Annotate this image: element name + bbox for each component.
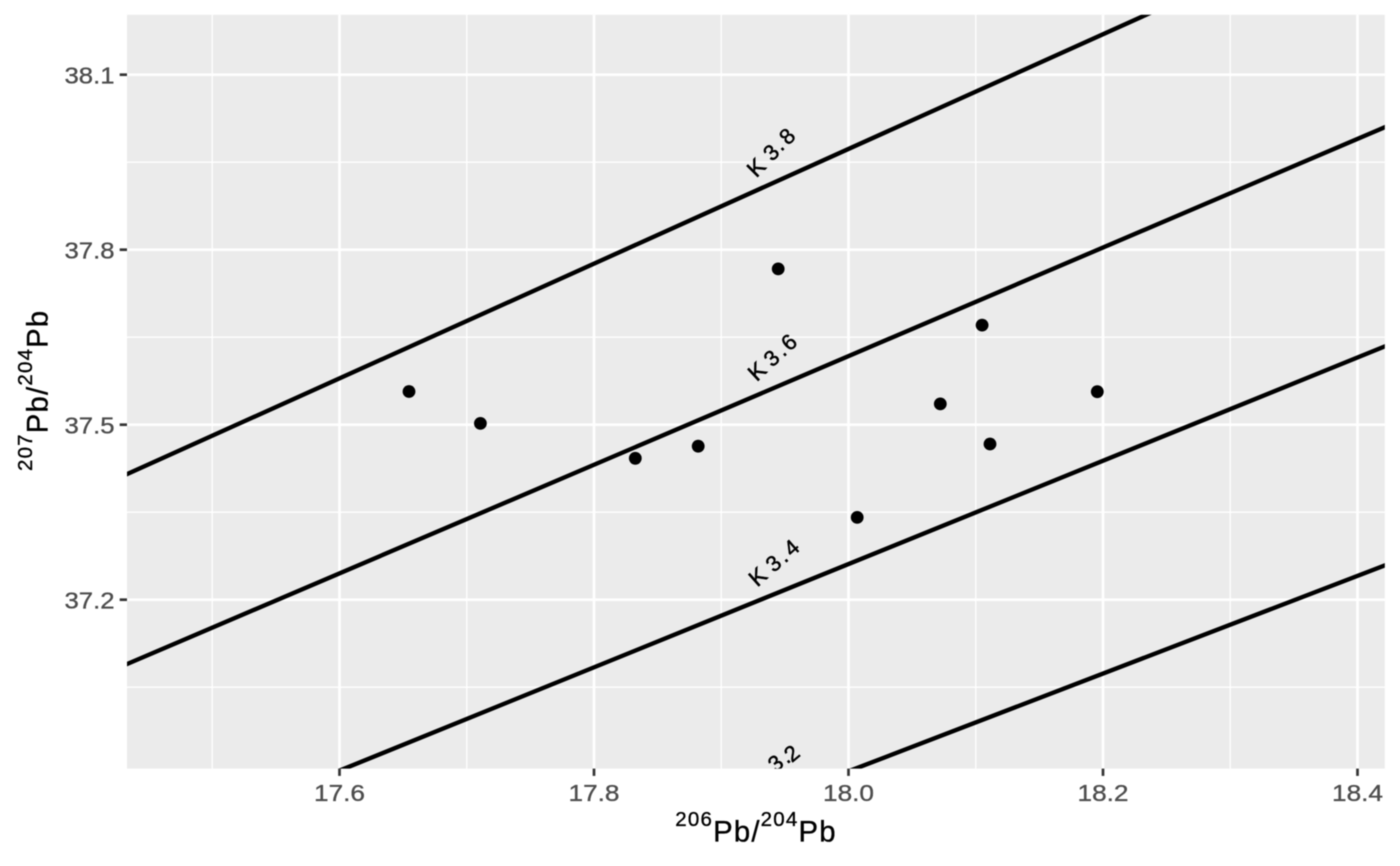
svg-text:37.5: 37.5 (65, 412, 115, 438)
svg-text:18.2: 18.2 (1078, 780, 1129, 806)
svg-text:38.1: 38.1 (65, 62, 115, 88)
svg-text:206Pb/204Pb: 206Pb/204Pb (675, 808, 836, 849)
svg-text:37.8: 37.8 (65, 237, 115, 263)
svg-text:207Pb/204Pb: 207Pb/204Pb (14, 310, 55, 471)
svg-text:17.6: 17.6 (314, 780, 365, 806)
svg-text:37.2: 37.2 (65, 587, 115, 613)
svg-text:18.4: 18.4 (1332, 780, 1383, 806)
svg-text:18.0: 18.0 (823, 780, 874, 806)
svg-text:17.8: 17.8 (569, 780, 620, 806)
svg-text:K: K (746, 767, 775, 797)
